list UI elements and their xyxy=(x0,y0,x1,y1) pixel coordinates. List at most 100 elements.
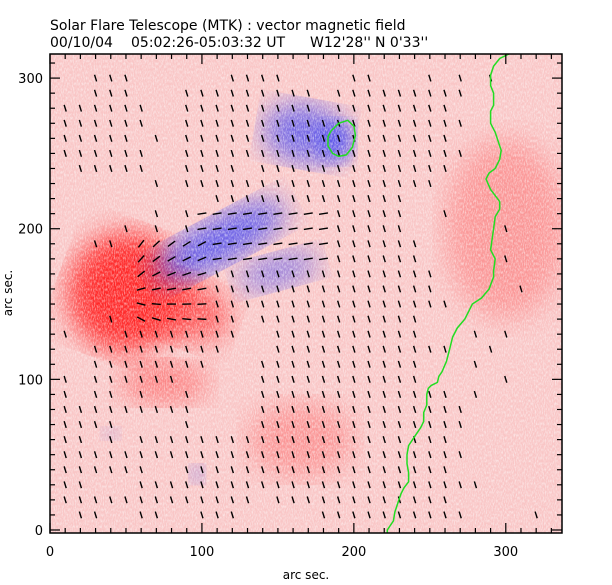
field-vector xyxy=(124,375,128,383)
field-vector xyxy=(367,511,371,519)
field-vector xyxy=(412,179,417,188)
field-vector xyxy=(412,104,417,112)
field-vector xyxy=(200,149,204,157)
field-vector xyxy=(306,330,310,338)
subtitle-position-w: W12'28'' xyxy=(310,35,371,51)
field-vector xyxy=(352,511,356,519)
field-vector xyxy=(382,119,386,127)
field-vector xyxy=(200,179,204,188)
field-vector xyxy=(185,119,189,127)
field-vector xyxy=(412,420,417,429)
field-vector xyxy=(215,300,219,308)
field-vector xyxy=(382,134,386,142)
field-vector xyxy=(519,285,523,293)
field-vector xyxy=(428,451,432,459)
field-vector xyxy=(154,496,159,504)
chart-title: Solar Flare Telescope (MTK) : vector mag… xyxy=(50,18,406,34)
field-vector xyxy=(291,390,295,398)
field-vector xyxy=(245,74,250,82)
x-tick-label: 200 xyxy=(341,545,366,560)
field-vector xyxy=(367,436,371,444)
field-vector xyxy=(321,496,326,504)
field-vector xyxy=(412,285,417,293)
field-vector xyxy=(230,119,235,127)
field-vector xyxy=(276,149,280,157)
field-vector xyxy=(303,227,313,231)
field-vector xyxy=(367,104,371,112)
field-vector xyxy=(78,119,83,127)
field-vector xyxy=(306,436,310,444)
field-vector xyxy=(397,345,402,353)
field-vector xyxy=(197,241,207,247)
field-vector xyxy=(93,134,98,142)
field-vector xyxy=(336,164,341,173)
field-vector xyxy=(93,451,98,459)
field-vector xyxy=(154,375,159,383)
field-vector xyxy=(215,119,219,127)
field-vector xyxy=(397,451,402,459)
field-vector xyxy=(78,420,83,429)
field-vector xyxy=(458,149,462,157)
field-vector xyxy=(258,257,268,261)
field-vector xyxy=(443,164,447,173)
field-vector xyxy=(124,89,128,97)
field-vector xyxy=(367,345,371,353)
field-vector xyxy=(336,315,341,323)
field-vector xyxy=(260,119,265,127)
field-vector xyxy=(412,481,417,489)
field-vector xyxy=(260,390,265,398)
field-vector xyxy=(443,210,447,218)
field-vector xyxy=(367,481,371,489)
field-vector xyxy=(137,239,145,248)
field-vector xyxy=(443,119,447,127)
field-vector xyxy=(154,225,159,233)
field-vector xyxy=(321,270,326,278)
field-vector xyxy=(382,436,386,444)
field-vector xyxy=(443,466,447,474)
field-vector xyxy=(428,285,432,293)
field-vector xyxy=(428,149,432,157)
field-vector xyxy=(185,420,189,429)
field-vector xyxy=(78,149,83,157)
field-vector xyxy=(154,405,159,414)
field-vector xyxy=(306,104,310,112)
field-vector xyxy=(185,179,189,188)
field-vector xyxy=(367,210,371,218)
field-vector xyxy=(185,345,189,353)
field-vector xyxy=(245,195,250,203)
field-vector xyxy=(273,257,283,261)
field-vector xyxy=(109,240,113,248)
field-vector xyxy=(63,481,67,489)
field-vector xyxy=(288,227,298,231)
field-vector xyxy=(321,315,326,323)
field-vector xyxy=(215,315,219,323)
field-vector xyxy=(412,134,417,142)
field-vector xyxy=(306,405,310,414)
field-vector xyxy=(382,511,386,519)
field-vector xyxy=(63,405,67,414)
field-vector xyxy=(412,375,417,383)
field-vector xyxy=(321,360,326,368)
field-vector xyxy=(382,285,386,293)
field-vector xyxy=(291,496,295,504)
field-vector xyxy=(382,164,386,173)
neutral-line-loop xyxy=(327,119,357,158)
field-vector xyxy=(230,466,235,474)
field-vector xyxy=(397,481,402,489)
field-vector xyxy=(63,451,67,459)
field-vector xyxy=(412,511,417,519)
field-vector xyxy=(336,360,341,368)
field-vector xyxy=(428,300,432,308)
field-vector xyxy=(352,420,356,429)
field-vector xyxy=(215,149,219,157)
field-vector xyxy=(443,149,447,157)
field-vector xyxy=(352,436,356,444)
field-vector xyxy=(154,330,159,338)
field-vector xyxy=(352,315,356,323)
field-vector xyxy=(382,451,386,459)
field-vector xyxy=(139,149,143,157)
field-vector xyxy=(200,466,204,474)
field-vector xyxy=(260,179,265,188)
field-vector xyxy=(336,436,341,444)
field-vector xyxy=(367,375,371,383)
